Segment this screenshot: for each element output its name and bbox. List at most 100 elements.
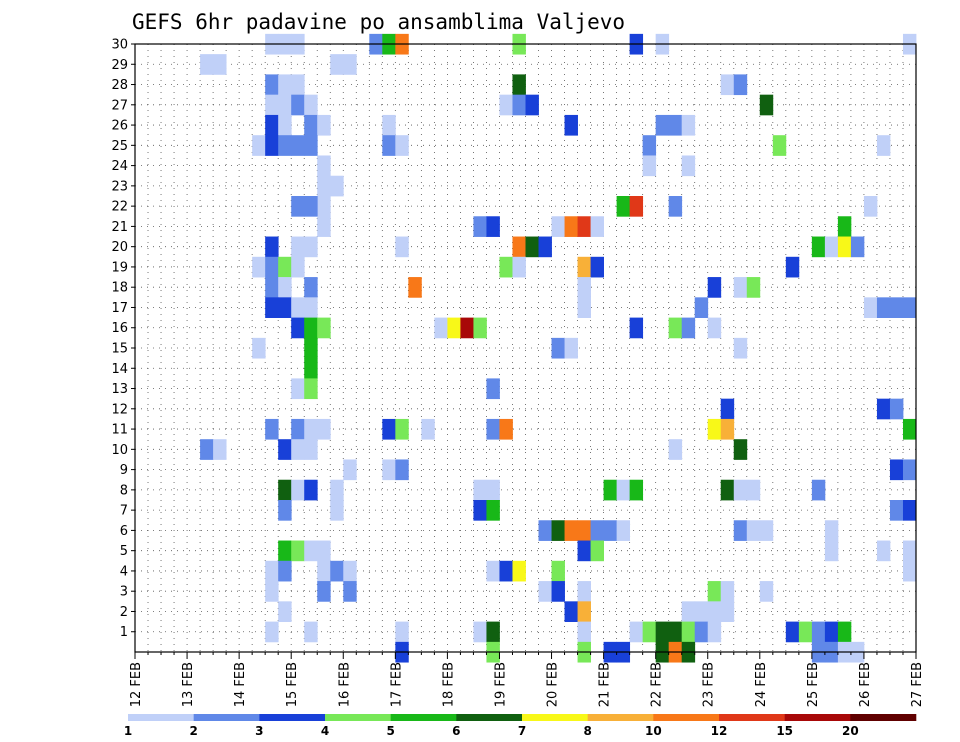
heatmap-cell — [473, 479, 487, 501]
colorbar-swatch — [653, 714, 720, 721]
heatmap-cell — [330, 479, 344, 501]
heatmap-cell — [278, 74, 292, 96]
x-tick-label: 26 FEB — [858, 662, 873, 707]
colorbar-label: 7 — [518, 724, 526, 738]
heatmap-cell — [265, 236, 279, 258]
heatmap-cell — [304, 621, 318, 643]
heatmap-cell — [460, 317, 474, 339]
heatmap-cell — [395, 135, 409, 156]
heatmap-cell — [265, 581, 279, 602]
heatmap-cell — [733, 337, 748, 359]
heatmap-cell — [434, 317, 448, 339]
heatmap-cell — [382, 418, 396, 440]
heatmap-cell — [291, 236, 305, 258]
heatmap-cell — [291, 135, 305, 156]
heatmap-cell — [291, 418, 305, 440]
heatmap-cell — [265, 94, 279, 116]
heatmap-cell — [525, 236, 539, 258]
heatmap-cell — [291, 479, 305, 501]
heatmap-cell — [512, 74, 526, 96]
heatmap-cell — [681, 621, 696, 643]
y-tick-label: 13 — [111, 382, 128, 397]
heatmap-cell — [304, 317, 318, 339]
heatmap-cell — [603, 520, 618, 541]
heatmap-cell — [681, 114, 696, 136]
colorbar-label: 6 — [452, 724, 460, 738]
heatmap-cell — [733, 277, 748, 298]
heatmap-cell — [291, 317, 305, 339]
heatmap-cell — [486, 378, 500, 400]
heatmap-cell — [395, 418, 409, 440]
heatmap-cell — [304, 297, 318, 318]
heatmap-cell — [642, 135, 657, 156]
heatmap-cell — [512, 236, 526, 258]
heatmap-cell — [590, 256, 604, 278]
heatmap-cell — [824, 236, 839, 258]
heatmap-cell — [291, 297, 305, 318]
heatmap-cell — [577, 520, 591, 541]
heatmap-cell — [317, 540, 331, 562]
heatmap-cell — [200, 54, 214, 75]
heatmap-cell — [551, 337, 565, 359]
heatmap-cell — [395, 459, 409, 481]
heatmap-cell — [278, 277, 292, 298]
heatmap-cell — [512, 94, 526, 116]
heatmap-cell — [330, 500, 344, 521]
heatmap-cell — [265, 114, 279, 136]
heatmap-cell — [252, 135, 266, 156]
heatmap-cell — [278, 114, 292, 136]
heatmap-cell — [889, 398, 904, 420]
heatmap-cell — [707, 418, 722, 440]
y-tick-label: 10 — [111, 443, 128, 458]
heatmap-cell — [499, 256, 513, 278]
heatmap-cell — [720, 74, 735, 96]
y-tick-label: 21 — [111, 220, 128, 235]
heatmap-cell — [486, 621, 500, 643]
heatmap-cell — [499, 560, 513, 582]
heatmap-cell — [330, 560, 344, 582]
heatmap-cell — [681, 317, 696, 339]
colorbar-swatch — [128, 714, 194, 721]
heatmap-cell — [395, 621, 409, 643]
colorbar-label: 8 — [583, 724, 591, 738]
colorbar-label: 10 — [645, 724, 662, 738]
heatmap-cell — [902, 459, 917, 481]
heatmap-cell — [304, 439, 318, 460]
heatmap-cell — [291, 74, 305, 96]
heatmap-cell — [720, 601, 735, 622]
heatmap-cell — [629, 317, 644, 339]
x-tick-label: 25 FEB — [806, 662, 821, 707]
heatmap-cell — [863, 196, 878, 217]
x-tick-label: 18 FEB — [441, 662, 456, 707]
y-tick-label: 2 — [120, 605, 128, 620]
heatmap-cell — [252, 256, 266, 278]
heatmap-cell — [785, 621, 800, 643]
heatmap-cell — [304, 196, 318, 217]
heatmap-cell — [304, 94, 318, 116]
y-tick-label: 5 — [120, 544, 128, 559]
x-tick-label: 15 FEB — [285, 662, 300, 707]
heatmap-cell — [382, 459, 396, 481]
heatmap-cell — [876, 398, 891, 420]
heatmap-cell — [291, 540, 305, 562]
heatmap-cell — [876, 540, 891, 562]
heatmap-cell — [889, 459, 904, 481]
heatmap-cell — [759, 520, 774, 541]
heatmap-cell — [616, 479, 631, 501]
heatmap-cell — [473, 500, 487, 521]
y-tick-label: 23 — [111, 179, 128, 194]
heatmap-cell — [343, 560, 357, 582]
heatmap-cell — [746, 277, 761, 298]
heatmap-cell — [668, 317, 683, 339]
y-tick-label: 16 — [111, 321, 128, 336]
heatmap-cell — [265, 74, 279, 96]
heatmap-cell — [707, 601, 722, 622]
heatmap-cell — [330, 175, 344, 197]
heatmap-cell — [746, 520, 761, 541]
y-tick-label: 17 — [111, 301, 128, 316]
heatmap-cell — [330, 54, 344, 75]
heatmap-cell — [850, 236, 865, 258]
heatmap-cell — [317, 560, 331, 582]
heatmap-cell — [824, 621, 839, 643]
